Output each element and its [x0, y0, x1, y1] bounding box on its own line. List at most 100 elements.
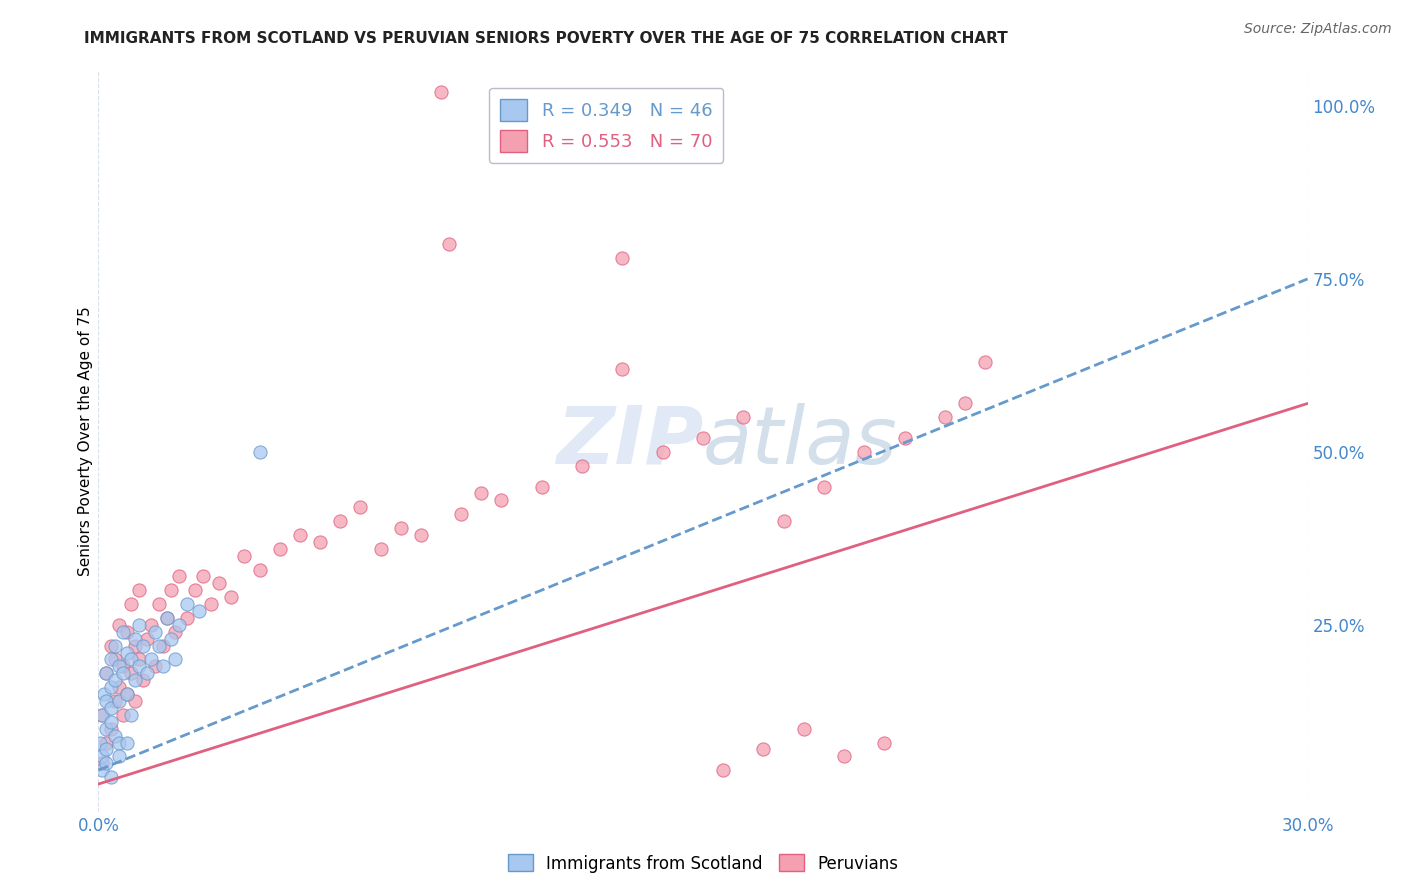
- Point: [470, 486, 492, 500]
- Point: [91, 756, 114, 771]
- Point: [111, 624, 134, 639]
- Point: [208, 576, 231, 591]
- Point: [349, 500, 371, 515]
- Point: [115, 687, 138, 701]
- Point: [100, 701, 122, 715]
- Point: [103, 673, 125, 688]
- Point: [103, 639, 125, 653]
- Point: [188, 604, 211, 618]
- Point: [612, 362, 634, 376]
- Point: [148, 597, 170, 611]
- Point: [103, 694, 125, 708]
- Point: [167, 618, 190, 632]
- Point: [832, 749, 855, 764]
- Point: [249, 445, 271, 459]
- Point: [148, 639, 170, 653]
- Point: [135, 632, 157, 646]
- Text: IMMIGRANTS FROM SCOTLAND VS PERUVIAN SENIORS POVERTY OVER THE AGE OF 75 CORRELAT: IMMIGRANTS FROM SCOTLAND VS PERUVIAN SEN…: [84, 31, 1008, 46]
- Point: [124, 639, 146, 653]
- Point: [128, 618, 150, 632]
- Point: [128, 659, 150, 673]
- Point: [96, 666, 118, 681]
- Point: [612, 251, 634, 265]
- Point: [120, 666, 142, 681]
- Text: atlas: atlas: [703, 402, 898, 481]
- Point: [269, 541, 291, 556]
- Point: [100, 680, 122, 694]
- Point: [124, 632, 146, 646]
- Point: [139, 652, 162, 666]
- Point: [139, 618, 162, 632]
- Point: [103, 652, 125, 666]
- Point: [974, 355, 997, 369]
- Point: [100, 639, 122, 653]
- Point: [772, 514, 794, 528]
- Point: [711, 763, 734, 777]
- Point: [107, 618, 129, 632]
- Point: [152, 659, 174, 673]
- Point: [132, 673, 155, 688]
- Point: [96, 694, 118, 708]
- Point: [152, 639, 174, 653]
- Point: [793, 722, 815, 736]
- Point: [221, 591, 243, 605]
- Point: [111, 659, 134, 673]
- Point: [389, 521, 412, 535]
- Point: [89, 735, 111, 749]
- Point: [873, 735, 896, 749]
- Point: [107, 694, 129, 708]
- Point: [100, 714, 122, 729]
- Point: [124, 694, 146, 708]
- Point: [115, 735, 138, 749]
- Point: [115, 687, 138, 701]
- Point: [953, 396, 976, 410]
- Point: [143, 624, 166, 639]
- Point: [132, 639, 155, 653]
- Point: [309, 534, 332, 549]
- Point: [91, 707, 114, 722]
- Point: [115, 624, 138, 639]
- Point: [100, 722, 122, 736]
- Point: [813, 479, 835, 493]
- Point: [124, 673, 146, 688]
- Point: [853, 445, 876, 459]
- Point: [111, 666, 134, 681]
- Point: [249, 563, 271, 577]
- Point: [115, 646, 138, 660]
- Point: [128, 652, 150, 666]
- Point: [692, 431, 714, 445]
- Point: [96, 735, 118, 749]
- Point: [120, 707, 142, 722]
- Point: [176, 597, 198, 611]
- Point: [135, 666, 157, 681]
- Point: [100, 770, 122, 784]
- Point: [232, 549, 254, 563]
- Point: [200, 597, 222, 611]
- Point: [160, 583, 183, 598]
- Point: [91, 763, 114, 777]
- Point: [120, 652, 142, 666]
- Point: [163, 624, 186, 639]
- Point: [96, 666, 118, 681]
- Point: [107, 735, 129, 749]
- Point: [934, 410, 956, 425]
- Point: [96, 722, 118, 736]
- Point: [100, 652, 122, 666]
- Point: [733, 410, 755, 425]
- Point: [288, 528, 311, 542]
- Point: [530, 479, 553, 493]
- Point: [409, 528, 432, 542]
- Point: [160, 632, 183, 646]
- Point: [370, 541, 392, 556]
- Point: [491, 493, 513, 508]
- Point: [437, 237, 460, 252]
- Point: [430, 85, 453, 99]
- Point: [96, 756, 118, 771]
- Point: [167, 569, 190, 583]
- Point: [107, 659, 129, 673]
- Point: [193, 569, 215, 583]
- Point: [184, 583, 207, 598]
- Point: [450, 507, 472, 521]
- Point: [651, 445, 673, 459]
- Point: [103, 729, 125, 743]
